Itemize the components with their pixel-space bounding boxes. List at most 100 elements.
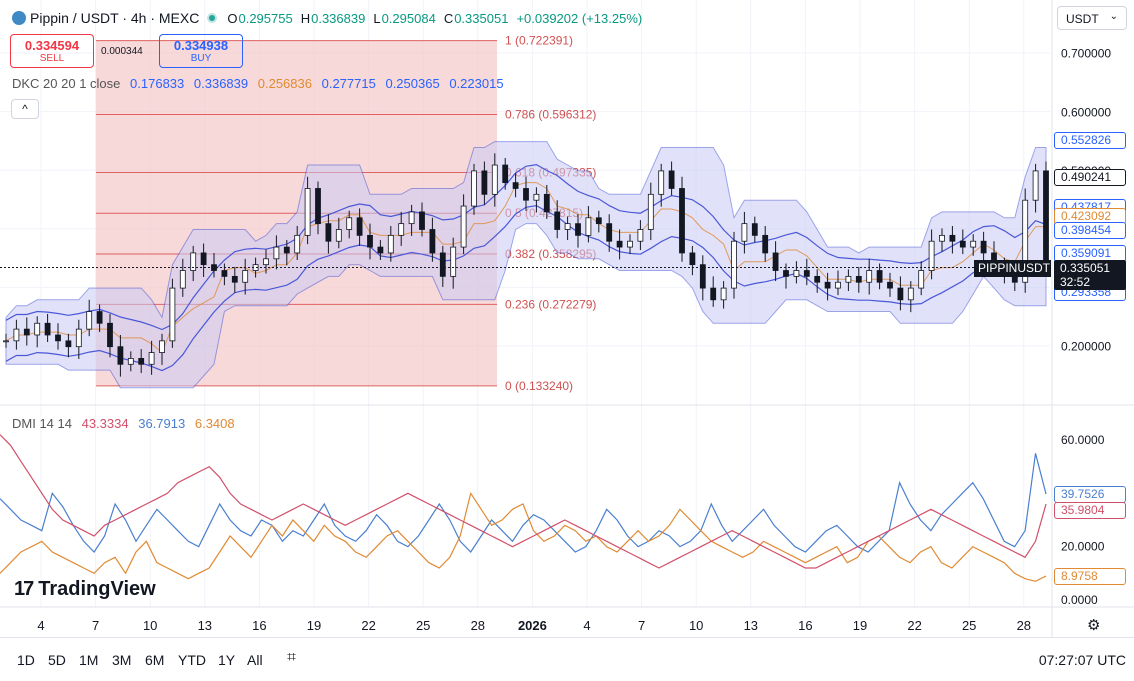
candle-body [1032,170,1039,201]
ticker-tag: PIPPINUSDT [974,260,1051,277]
tradingview-logo-text: TradingView [38,578,156,600]
candle-body [814,275,821,283]
time-axis-tick: 7 [638,618,645,633]
candle-body [970,240,977,248]
tradingview-mark-icon: 17 [14,578,34,600]
range-1y-button[interactable]: 1Y [218,652,236,668]
dkc-value-1: 0.176833 [130,76,185,91]
price-chart[interactable]: 1 (0.722391)0.786 (0.596312)0.618 (0.497… [0,0,1134,637]
candle-body [533,193,540,201]
candle-body [751,223,758,236]
sell-button[interactable]: 0.334594 SELL [10,34,94,68]
candle-body [367,234,373,248]
low-label: L [373,10,381,26]
candle-body [887,281,893,289]
time-axis-tick: 28 [471,618,485,633]
candle-body [731,240,737,289]
current-price-label: 0.335051 32:52 [1054,260,1126,290]
candle-body [179,270,186,289]
high-value: 0.336839 [311,10,366,26]
low-value: 0.295084 [381,10,436,26]
dmi-level-label: 39.7526 [1054,485,1126,503]
sell-label: SELL [39,53,65,64]
candle-body [377,246,384,254]
candle-body [855,275,862,283]
candle-body [273,246,280,260]
change-value: +0.039202 (+13.25%) [516,10,643,26]
settings-gear-icon[interactable]: ⚙ [1087,617,1101,634]
candle-body [835,281,841,289]
candle-body [928,240,935,271]
range-1m-button[interactable]: 1M [79,652,99,668]
dmi-axis-tick: 60.0000 [1061,433,1105,447]
dkc-value-2: 0.336839 [193,76,249,91]
candle-body [55,334,61,342]
time-axis-tick: 13 [198,618,212,633]
range-6m-button[interactable]: 6M [145,652,165,668]
candle-body [845,275,852,283]
time-axis-tick: 16 [252,618,266,633]
dmi-legend[interactable]: DMI 14 14 43.3334 36.7913 6.3408 [12,416,241,431]
dmi-axis-tick: 20.0000 [1061,540,1105,554]
dmi-value-2: 36.7913 [138,416,186,431]
candle-body [387,234,394,254]
candle-body [595,217,602,225]
time-axis-tick: 19 [853,618,867,633]
candle-body [481,170,488,195]
time-axis-tick: 13 [744,618,758,633]
candle-body [502,164,509,184]
candle-body [263,258,269,266]
range-3m-button[interactable]: 3M [112,652,132,668]
currency-selector[interactable]: USDT ⌄ [1057,6,1127,30]
candle-body [294,234,301,254]
utc-clock[interactable]: 07:27:07 UTC [1038,652,1126,668]
candle-body [346,217,353,230]
candle-body [44,322,51,336]
dkc-value-5: 0.250365 [385,76,440,91]
candle-body [86,311,93,330]
range-ytd-button[interactable]: YTD [178,652,206,668]
candle-body [647,193,654,230]
candle-body [876,270,883,283]
range-all-button[interactable]: All [247,652,263,668]
candle-body [627,240,633,248]
dmi-axis-tick: 0.0000 [1061,593,1098,607]
fib-level-label: 1 (0.722391) [505,34,573,48]
candle-body [439,252,446,277]
candle-body [741,223,748,242]
candle-body [959,240,966,248]
high-label: H [300,10,311,26]
bottom-toolbar: 1D 5D 1M 3M 6M YTD 1Y All ⌗ 07:27:07 UTC [0,637,1134,681]
candle-body [1022,199,1029,283]
dkc-legend[interactable]: DKC 20 20 1 close 0.176833 0.336839 0.25… [12,76,510,91]
candle-body [564,223,571,230]
collapse-indicators-button[interactable]: ^ [11,99,39,119]
tradingview-logo[interactable]: 17 TradingView [14,578,156,601]
date-range-calendar-icon[interactable]: ⌗ [287,649,297,666]
candle-body [356,217,363,236]
price-axis-tick: 0.600000 [1061,105,1111,119]
range-5d-button[interactable]: 5D [48,652,66,668]
candle-body [398,223,405,236]
candle-body [866,270,873,283]
spread-value: 0.000344 [101,46,143,57]
candle-body [720,287,727,301]
dmi-value-3: 6.3408 [194,416,235,431]
candle-body [668,170,675,189]
symbol-title[interactable]: Pippin / USDT · 4h · MEXC [30,10,200,26]
time-axis-tick: 25 [962,618,976,633]
buy-button[interactable]: 0.334938 BUY [159,34,243,68]
symbol-header: Pippin / USDT · 4h · MEXC O 0.295755 H 0.3… [12,8,650,28]
dmi-series-adx [0,434,1047,569]
candle-body [460,205,467,248]
candle-body [335,229,342,242]
close-label: C [443,10,454,26]
candle-body [408,211,415,225]
dkc-value-3: 0.256836 [257,76,312,91]
range-1d-button[interactable]: 1D [17,652,35,668]
candle-body [127,358,134,365]
dmi-series-di [0,453,1047,553]
candle-body [512,182,519,189]
candle-body [242,270,249,283]
dkc-label: DKC 20 20 1 close [12,76,121,91]
